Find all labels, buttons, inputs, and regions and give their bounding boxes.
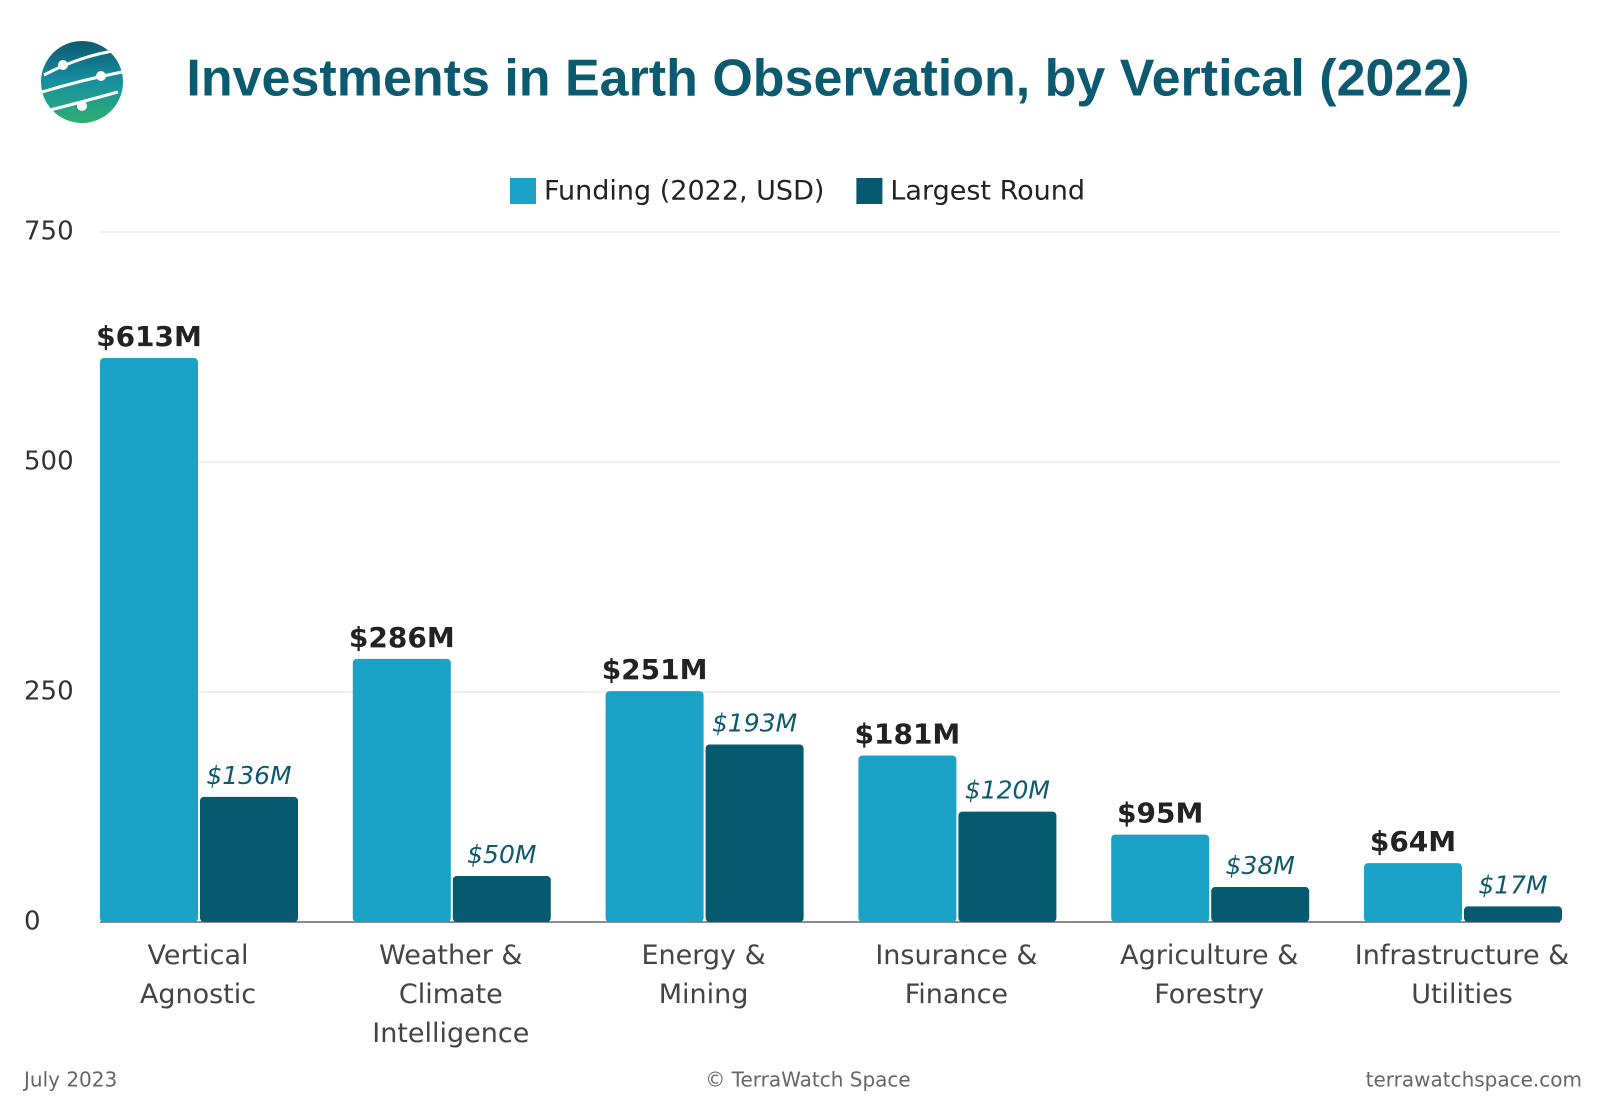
bar <box>452 876 551 922</box>
legend-swatch <box>510 178 536 204</box>
bar <box>605 691 704 922</box>
footer-date: July 2023 <box>22 1068 117 1092</box>
x-tick-label: Agriculture & Forestry <box>1120 940 1299 1010</box>
bar <box>858 755 957 922</box>
x-tick-label: Energy & Mining <box>641 940 766 1010</box>
bar <box>1464 906 1562 922</box>
x-tick-label: Infrastructure & Utilities <box>1354 940 1570 1010</box>
value-label: $613M <box>96 320 202 353</box>
y-tick-label: 750 <box>24 217 74 247</box>
bar <box>1211 887 1310 922</box>
legend-swatch <box>856 178 883 204</box>
bar <box>705 744 804 922</box>
value-label: $95M <box>1117 797 1203 830</box>
value-label: $38M <box>1226 851 1295 880</box>
logo <box>41 41 123 123</box>
chart-title: Investments in Earth Observation, by Ver… <box>186 50 1469 108</box>
legend-label: Largest Round <box>890 176 1085 207</box>
footer-credit: © TerraWatch Space <box>705 1068 910 1092</box>
x-tick-label: Insurance & Finance <box>875 940 1038 1010</box>
bar <box>352 658 451 922</box>
y-tick-label: 0 <box>24 907 41 937</box>
value-label: $286M <box>349 621 455 654</box>
x-tick-label: Vertical Agnostic <box>139 940 257 1010</box>
bar <box>958 811 1057 922</box>
footer-url: terrawatchspace.com <box>1366 1068 1582 1092</box>
bar <box>1364 863 1462 922</box>
value-label: $251M <box>602 653 708 686</box>
value-label: $193M <box>712 708 797 737</box>
value-label: $120M <box>965 776 1050 805</box>
value-label: $64M <box>1370 825 1456 858</box>
bar <box>200 796 298 922</box>
value-label: $181M <box>855 717 961 750</box>
value-label: $136M <box>206 761 291 790</box>
bar <box>1111 834 1210 922</box>
y-tick-label: 500 <box>24 447 74 477</box>
value-label: $17M <box>1478 870 1547 899</box>
value-label: $50M <box>467 840 536 869</box>
legend-label: Funding (2022, USD) <box>544 176 824 207</box>
y-tick-label: 250 <box>24 677 74 707</box>
x-tick-label: Weather & Climate Intelligence <box>372 940 530 1049</box>
bar <box>100 358 198 922</box>
